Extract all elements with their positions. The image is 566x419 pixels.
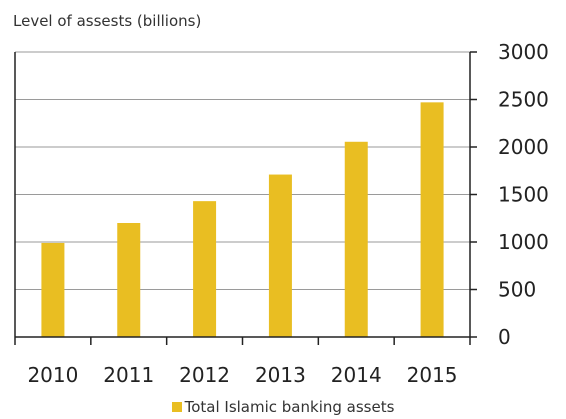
bar [193, 201, 217, 337]
y-tick-label: 2000 [498, 135, 549, 159]
x-tick-label: 2013 [255, 363, 306, 387]
legend: Total Islamic banking assets [0, 398, 566, 416]
bar [41, 242, 65, 337]
bar [117, 223, 141, 337]
bar [420, 102, 444, 337]
y-tick-label: 500 [498, 278, 536, 302]
x-tick-label: 2014 [331, 363, 382, 387]
legend-label: Total Islamic banking assets [184, 398, 395, 416]
y-tick-label: 2500 [498, 88, 549, 112]
y-axis-title: Level of assests (billions) [13, 12, 202, 30]
y-tick-label: 0 [498, 325, 511, 349]
y-tick-label: 3000 [498, 40, 549, 64]
y-tick-label: 1000 [498, 230, 549, 254]
x-tick-label: 2011 [103, 363, 154, 387]
x-tick-label: 2012 [179, 363, 230, 387]
x-tick-label: 2010 [27, 363, 78, 387]
bar [268, 174, 292, 337]
bar [344, 141, 368, 337]
y-tick-label: 1500 [498, 183, 549, 207]
legend-swatch [171, 402, 182, 412]
x-tick-label: 2015 [407, 363, 458, 387]
